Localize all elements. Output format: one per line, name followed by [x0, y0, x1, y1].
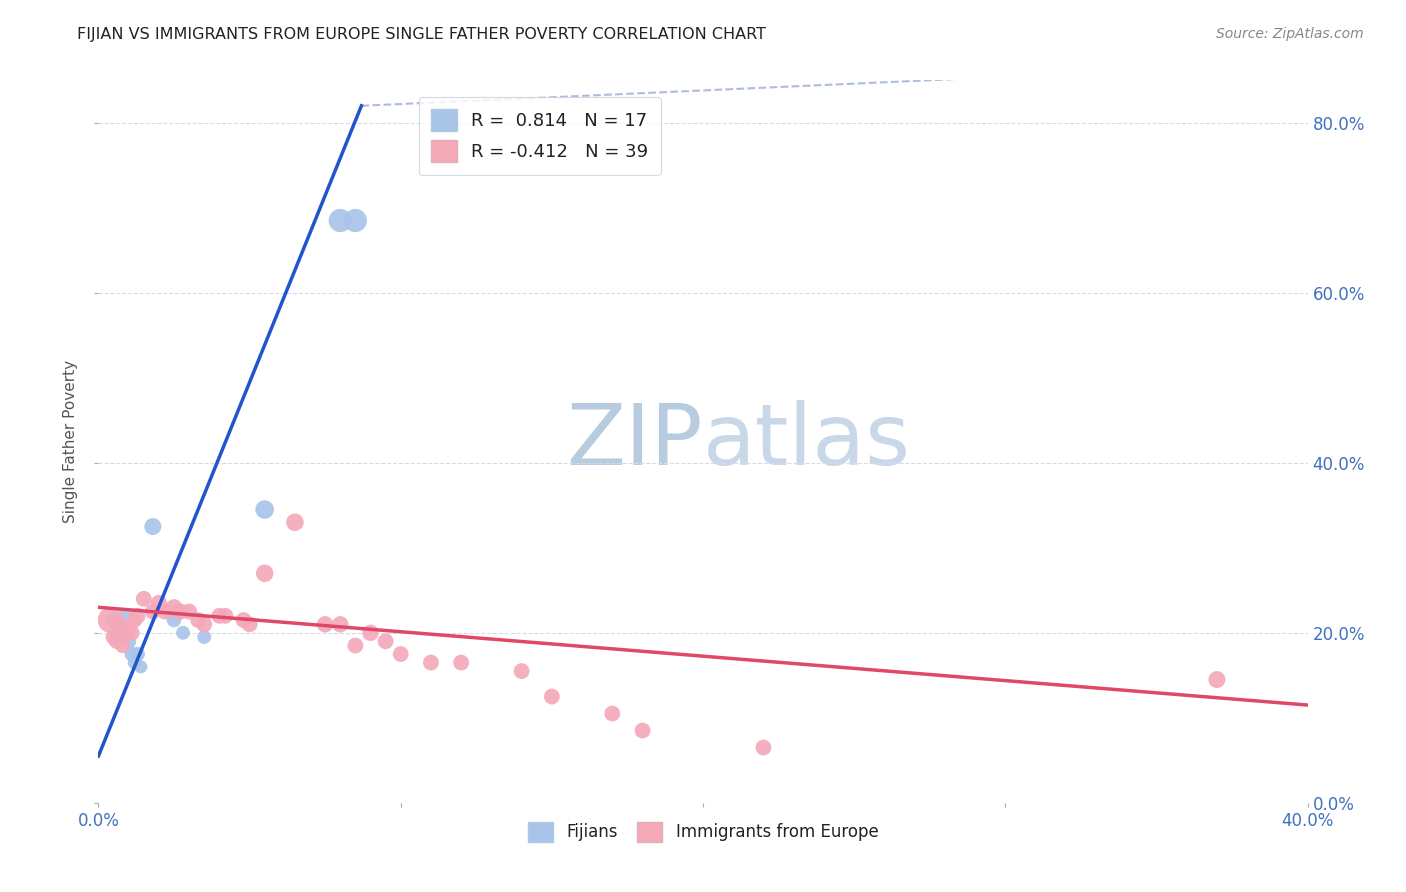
Point	[118, 622, 141, 636]
Point	[169, 605, 191, 619]
Point	[193, 630, 215, 644]
Point	[253, 502, 276, 516]
Point	[121, 647, 143, 661]
Point	[105, 630, 128, 644]
Legend: Fijians, Immigrants from Europe: Fijians, Immigrants from Europe	[520, 815, 886, 848]
Point	[374, 634, 396, 648]
Point	[127, 608, 149, 623]
Point	[124, 656, 146, 670]
Point	[232, 613, 254, 627]
Point	[153, 605, 176, 619]
Point	[103, 613, 125, 627]
Text: Source: ZipAtlas.com: Source: ZipAtlas.com	[1216, 27, 1364, 41]
Point	[284, 516, 307, 530]
Point	[329, 617, 352, 632]
Point	[389, 647, 412, 661]
Text: atlas: atlas	[703, 400, 911, 483]
Point	[114, 608, 136, 623]
Point	[450, 656, 472, 670]
Point	[108, 617, 131, 632]
Point	[631, 723, 654, 738]
Text: ZIP: ZIP	[567, 400, 703, 483]
Point	[142, 519, 165, 533]
Point	[142, 605, 165, 619]
Point	[187, 613, 209, 627]
Point	[510, 664, 533, 678]
Point	[129, 660, 152, 674]
Point	[148, 596, 170, 610]
Text: FIJIAN VS IMMIGRANTS FROM EUROPE SINGLE FATHER POVERTY CORRELATION CHART: FIJIAN VS IMMIGRANTS FROM EUROPE SINGLE …	[77, 27, 766, 42]
Point	[103, 630, 125, 644]
Point	[121, 625, 143, 640]
Point	[118, 634, 141, 648]
Point	[253, 566, 276, 581]
Point	[100, 613, 122, 627]
Point	[602, 706, 624, 721]
Point	[132, 591, 155, 606]
Point	[163, 613, 186, 627]
Point	[111, 630, 134, 644]
Point	[111, 639, 134, 653]
Point	[344, 639, 367, 653]
Point	[239, 617, 262, 632]
Point	[193, 617, 215, 632]
Point	[114, 625, 136, 640]
Point	[344, 213, 367, 227]
Point	[752, 740, 775, 755]
Point	[105, 634, 128, 648]
Point	[179, 605, 201, 619]
Point	[214, 608, 236, 623]
Point	[108, 622, 131, 636]
Point	[314, 617, 336, 632]
Point	[1206, 673, 1229, 687]
Point	[208, 608, 231, 623]
Point	[329, 213, 352, 227]
Point	[172, 625, 194, 640]
Point	[124, 613, 146, 627]
Point	[163, 600, 186, 615]
Point	[420, 656, 443, 670]
Point	[360, 625, 382, 640]
Y-axis label: Single Father Poverty: Single Father Poverty	[63, 360, 79, 523]
Point	[540, 690, 562, 704]
Point	[127, 647, 149, 661]
